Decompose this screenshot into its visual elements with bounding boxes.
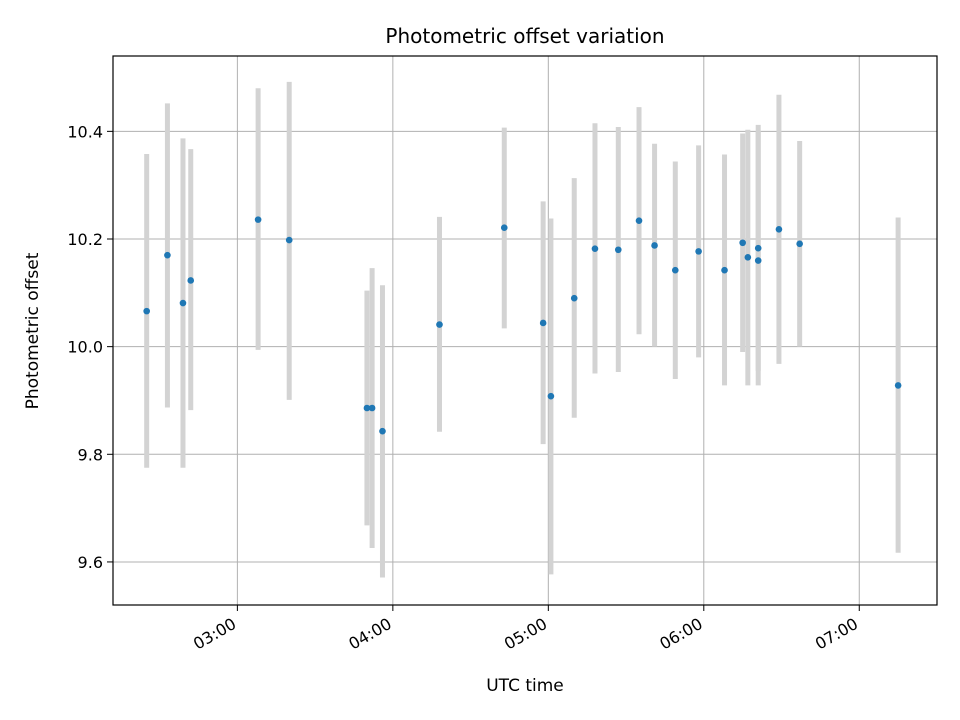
data-point: [143, 307, 150, 315]
data-point: [179, 299, 187, 307]
data-point: [164, 251, 171, 259]
data-point: [651, 242, 658, 249]
y-tick-label: 10.4: [67, 122, 103, 141]
data-point: [187, 277, 195, 284]
data-point: [539, 319, 547, 327]
data-point: [368, 404, 376, 412]
data-point: [695, 248, 702, 255]
data-point: [739, 239, 746, 247]
data-point: [570, 294, 578, 302]
y-axis-label: Photometric offset: [23, 252, 43, 409]
data-point: [285, 236, 293, 244]
data-point: [744, 253, 752, 261]
y-tick-label: 9.8: [78, 445, 103, 464]
data-point: [254, 216, 262, 223]
data-point: [436, 321, 443, 328]
data-points: [143, 216, 902, 435]
x-axis-label: UTC time: [486, 676, 564, 696]
data-point: [775, 226, 783, 233]
data-point: [671, 266, 679, 274]
y-tick-label: 10.0: [67, 338, 103, 357]
chart-title: Photometric offset variation: [385, 24, 664, 48]
data-point: [721, 266, 728, 274]
data-point: [894, 382, 902, 389]
data-point: [379, 427, 386, 435]
data-point: [796, 240, 803, 248]
plot-frame: [112, 55, 938, 606]
data-point: [591, 245, 599, 252]
data-point: [754, 257, 762, 264]
y-axis-ticks: 9.6 9.8 10.0 10.2 10.4: [67, 122, 113, 572]
data-point: [363, 404, 371, 412]
data-point: [754, 244, 762, 252]
data-point: [547, 392, 555, 400]
data-point: [635, 217, 643, 224]
data-point: [500, 224, 508, 231]
data-point: [614, 246, 622, 254]
y-tick-label: 10.2: [67, 230, 103, 249]
y-tick-label: 9.6: [78, 553, 103, 572]
